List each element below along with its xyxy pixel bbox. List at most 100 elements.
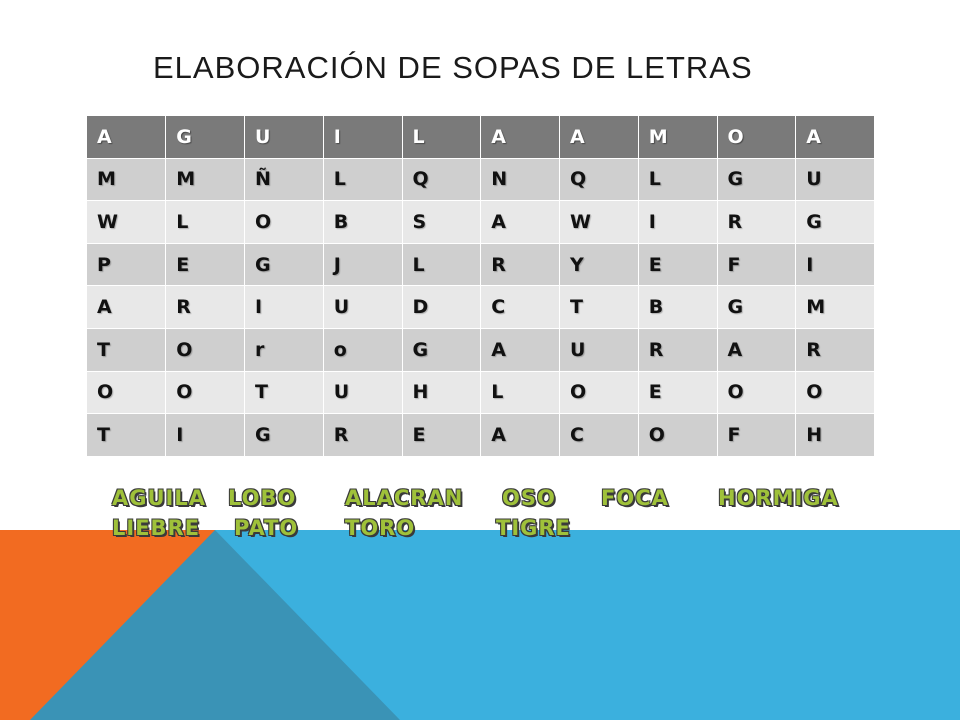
grid-cell: U bbox=[244, 116, 324, 159]
word-item: LOBO bbox=[228, 486, 297, 510]
grid-cell: U bbox=[795, 158, 875, 202]
grid-row: P E G J L R Y E F I bbox=[87, 243, 875, 287]
word-list: AGUILA LOBO ALACRAN OSO FOCA HORMIGA LIE… bbox=[0, 482, 960, 552]
grid-cell: B bbox=[323, 200, 403, 244]
grid-cell: M bbox=[638, 116, 718, 159]
grid-cell: A bbox=[87, 285, 167, 329]
word-item: TIGRE bbox=[496, 516, 571, 540]
grid-cell: T bbox=[559, 285, 639, 329]
word-item: ALACRAN bbox=[345, 486, 464, 510]
grid-cell: G bbox=[244, 243, 324, 287]
grid-cell: N bbox=[480, 158, 560, 202]
grid-cell: F bbox=[717, 243, 797, 287]
grid-cell: I bbox=[638, 200, 718, 244]
grid-cell: I bbox=[795, 243, 875, 287]
grid-cell: Ñ bbox=[244, 158, 324, 202]
slide-title: ELABORACIÓN DE SOPAS DE LETRAS bbox=[153, 50, 753, 85]
grid-cell: G bbox=[717, 158, 797, 202]
grid-cell: O bbox=[165, 371, 245, 415]
grid-cell: A bbox=[480, 116, 560, 159]
grid-cell: A bbox=[795, 116, 875, 159]
grid-cell: A bbox=[480, 413, 560, 457]
word-item: HORMIGA bbox=[718, 486, 839, 510]
grid-cell: L bbox=[402, 243, 482, 287]
grid-cell: C bbox=[480, 285, 560, 329]
grid-row: W L O B S A W I R G bbox=[87, 200, 875, 244]
grid-cell: E bbox=[638, 243, 718, 287]
grid-row: T O r o G A U R A R bbox=[87, 328, 875, 372]
grid-cell: C bbox=[559, 413, 639, 457]
grid-cell: J bbox=[323, 243, 403, 287]
grid-cell: E bbox=[402, 413, 482, 457]
grid-row: M M Ñ L Q N Q L G U bbox=[87, 158, 875, 202]
grid-cell: G bbox=[717, 285, 797, 329]
grid-cell: H bbox=[402, 371, 482, 415]
grid-row: O O T U H L O E O O bbox=[87, 371, 875, 415]
grid-cell: W bbox=[87, 200, 167, 244]
grid-cell: E bbox=[638, 371, 718, 415]
grid-row: T I G R E A C O F H bbox=[87, 413, 875, 457]
grid-cell: O bbox=[559, 371, 639, 415]
grid-cell: I bbox=[244, 285, 324, 329]
grid-cell: R bbox=[638, 328, 718, 372]
grid-cell: O bbox=[87, 371, 167, 415]
grid-cell: R bbox=[717, 200, 797, 244]
grid-cell: A bbox=[480, 328, 560, 372]
grid-cell: r bbox=[244, 328, 324, 372]
grid-cell: P bbox=[87, 243, 167, 287]
grid-cell: I bbox=[165, 413, 245, 457]
grid-cell: R bbox=[165, 285, 245, 329]
grid-cell: Y bbox=[559, 243, 639, 287]
grid-cell: H bbox=[795, 413, 875, 457]
word-item: TORO bbox=[345, 516, 416, 540]
grid-cell: A bbox=[480, 200, 560, 244]
grid-cell: L bbox=[323, 158, 403, 202]
word-item: LIEBRE bbox=[112, 516, 201, 540]
word-item: OSO bbox=[502, 486, 556, 510]
grid-cell: G bbox=[795, 200, 875, 244]
grid-cell: W bbox=[559, 200, 639, 244]
grid-cell: U bbox=[559, 328, 639, 372]
word-search-grid: A G U I L A A M O A M M Ñ L Q N Q L G U … bbox=[87, 116, 875, 457]
grid-cell: O bbox=[165, 328, 245, 372]
grid-cell: O bbox=[638, 413, 718, 457]
grid-cell: D bbox=[402, 285, 482, 329]
grid-cell: U bbox=[323, 371, 403, 415]
grid-cell: L bbox=[402, 116, 482, 159]
grid-cell: o bbox=[323, 328, 403, 372]
grid-cell: O bbox=[244, 200, 324, 244]
grid-cell: T bbox=[244, 371, 324, 415]
grid-cell: R bbox=[323, 413, 403, 457]
grid-cell: O bbox=[717, 116, 797, 159]
grid-cell: E bbox=[165, 243, 245, 287]
grid-cell: O bbox=[717, 371, 797, 415]
grid-cell: L bbox=[638, 158, 718, 202]
grid-cell: M bbox=[165, 158, 245, 202]
grid-cell: A bbox=[87, 116, 167, 159]
grid-cell: T bbox=[87, 328, 167, 372]
grid-cell: A bbox=[559, 116, 639, 159]
grid-cell: L bbox=[480, 371, 560, 415]
grid-cell: M bbox=[795, 285, 875, 329]
word-item: PATO bbox=[234, 516, 299, 540]
grid-cell: U bbox=[323, 285, 403, 329]
grid-cell: F bbox=[717, 413, 797, 457]
grid-cell: M bbox=[87, 158, 167, 202]
grid-cell: Q bbox=[559, 158, 639, 202]
grid-cell: O bbox=[795, 371, 875, 415]
grid-cell: G bbox=[244, 413, 324, 457]
grid-cell: Q bbox=[402, 158, 482, 202]
grid-cell: G bbox=[165, 116, 245, 159]
grid-cell: T bbox=[87, 413, 167, 457]
grid-cell: I bbox=[323, 116, 403, 159]
grid-cell: G bbox=[402, 328, 482, 372]
grid-cell: S bbox=[402, 200, 482, 244]
grid-cell: R bbox=[480, 243, 560, 287]
grid-row: A G U I L A A M O A bbox=[87, 116, 875, 159]
word-item: FOCA bbox=[601, 486, 669, 510]
grid-cell: B bbox=[638, 285, 718, 329]
grid-row: A R I U D C T B G M bbox=[87, 285, 875, 329]
grid-cell: L bbox=[165, 200, 245, 244]
grid-cell: A bbox=[717, 328, 797, 372]
grid-cell: R bbox=[795, 328, 875, 372]
